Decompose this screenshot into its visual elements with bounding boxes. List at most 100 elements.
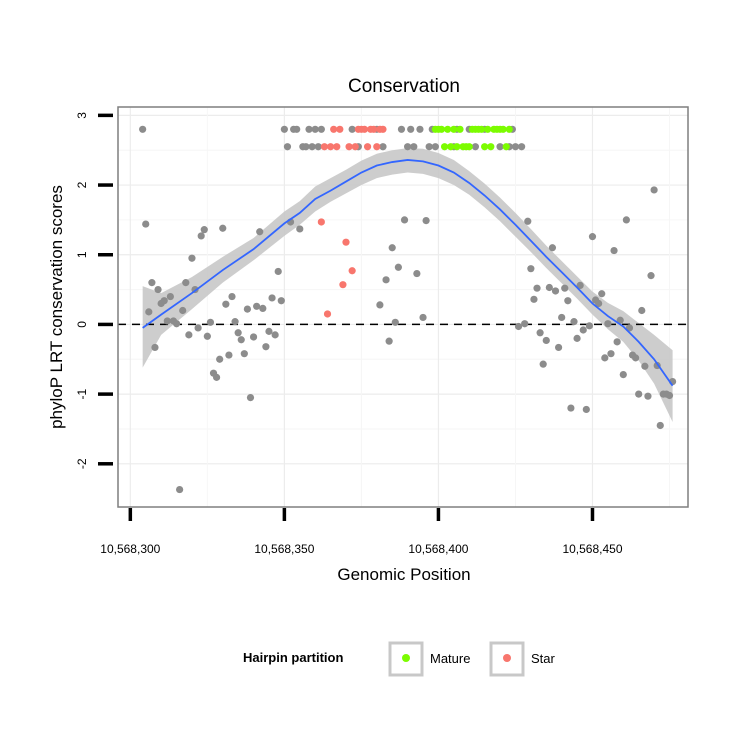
point-other xyxy=(419,313,427,322)
x-tick-label: 10,568,350 xyxy=(254,542,314,556)
point-star xyxy=(336,125,344,133)
point-other xyxy=(348,125,356,133)
point-other xyxy=(397,125,406,133)
point-other xyxy=(166,292,174,301)
point-other xyxy=(422,216,430,225)
point-other xyxy=(610,246,618,255)
point-other xyxy=(404,143,412,151)
point-other xyxy=(582,405,590,414)
point-other xyxy=(407,125,415,133)
y-axis-title: phyloP LRT conservation scores xyxy=(47,185,66,429)
point-other xyxy=(145,308,153,316)
point-mature xyxy=(456,125,464,133)
point-other xyxy=(231,318,239,326)
point-other xyxy=(293,125,301,133)
smooth-curve xyxy=(142,159,674,387)
point-other xyxy=(268,294,276,302)
point-other xyxy=(638,306,646,315)
point-other xyxy=(622,216,630,224)
point-mature xyxy=(440,143,449,151)
point-mature xyxy=(450,125,458,133)
point-other xyxy=(524,217,532,225)
point-star xyxy=(348,267,356,275)
point-other xyxy=(148,279,156,287)
point-other xyxy=(425,143,433,151)
point-other xyxy=(302,143,310,151)
point-other xyxy=(650,186,658,194)
point-star xyxy=(351,143,359,151)
point-other xyxy=(376,301,384,309)
point-star xyxy=(342,238,350,246)
point-other xyxy=(203,332,211,340)
point-mature xyxy=(505,125,513,133)
point-other xyxy=(274,267,282,276)
point-other xyxy=(604,320,612,328)
x-tick-label: 10,568,450 xyxy=(562,542,622,556)
point-other xyxy=(607,350,615,358)
legend: Hairpin partition Mature Star xyxy=(243,641,556,677)
point-other xyxy=(644,392,652,400)
point-mature xyxy=(481,143,489,151)
point-star xyxy=(363,143,372,151)
y-tick-label: -1 xyxy=(75,388,89,399)
point-other xyxy=(305,125,313,133)
point-other xyxy=(240,350,248,358)
point-other xyxy=(542,336,550,345)
data-points xyxy=(139,125,677,494)
point-mature xyxy=(444,125,452,133)
y-tick-label: -2 xyxy=(75,458,89,469)
point-other xyxy=(561,284,569,292)
point-mature xyxy=(499,125,507,133)
point-other xyxy=(588,233,597,241)
point-other xyxy=(216,355,224,363)
point-other xyxy=(154,285,162,294)
point-mature xyxy=(487,143,495,151)
point-other xyxy=(567,404,575,412)
point-mature xyxy=(502,143,510,151)
smooth-line xyxy=(142,159,674,387)
legend-marker-mature xyxy=(402,654,410,662)
x-tick-label: 10,568,400 xyxy=(408,542,468,556)
point-other xyxy=(416,125,424,133)
point-other xyxy=(253,302,261,310)
point-other xyxy=(308,143,316,151)
point-other xyxy=(172,320,181,328)
point-other xyxy=(665,391,674,400)
point-other xyxy=(388,244,396,252)
point-other xyxy=(222,300,230,308)
point-other xyxy=(536,329,544,337)
plot-border xyxy=(117,106,689,508)
point-other xyxy=(139,125,147,133)
point-other xyxy=(647,272,655,280)
point-other xyxy=(539,360,547,368)
point-other xyxy=(246,393,255,402)
point-other xyxy=(237,336,245,344)
point-other xyxy=(259,304,267,312)
point-other xyxy=(206,318,215,326)
point-other xyxy=(163,317,171,325)
point-other xyxy=(212,373,221,381)
point-other xyxy=(249,333,258,341)
point-other xyxy=(311,125,319,133)
point-other xyxy=(385,337,393,345)
point-other xyxy=(521,320,529,328)
legend-label-mature: Mature xyxy=(430,651,470,666)
point-mature xyxy=(477,125,486,133)
x-tick-label: 10,568,300 xyxy=(100,542,160,556)
point-other xyxy=(585,322,594,330)
point-star xyxy=(317,218,325,226)
point-other xyxy=(197,232,205,240)
point-other xyxy=(219,224,227,232)
point-other xyxy=(527,265,535,273)
x-axis-title: Genomic Position xyxy=(337,565,470,584)
point-other xyxy=(635,390,643,398)
point-other xyxy=(573,334,581,342)
point-other xyxy=(283,143,292,151)
point-other xyxy=(176,485,184,494)
point-other xyxy=(641,362,649,370)
point-other xyxy=(194,324,202,332)
point-other xyxy=(530,295,538,303)
point-other xyxy=(570,318,578,326)
point-mature xyxy=(465,143,473,151)
